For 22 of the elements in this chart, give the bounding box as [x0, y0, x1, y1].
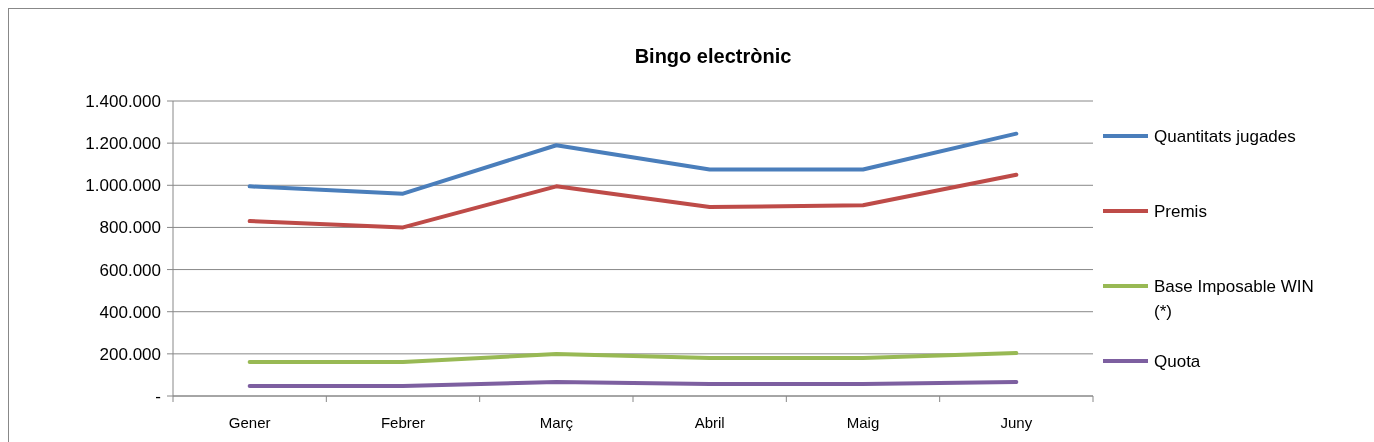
y-tick-label: 800.000 [99, 218, 161, 238]
x-tick-label: Abril [694, 414, 725, 431]
legend-label: Premis [1154, 201, 1207, 221]
chart-title: Bingo electrònic [634, 45, 792, 67]
line-series [247, 172, 1019, 230]
legend-label: Base Imposable WIN (*) [1154, 276, 1314, 321]
y-tick-label: - [155, 386, 161, 406]
x-tick-label: Maig [846, 414, 880, 431]
y-tick-label: 200.000 [99, 344, 161, 364]
x-tick-label: Febrer [380, 414, 426, 431]
y-tick-label: 1.000.000 [85, 176, 161, 196]
x-tick-label: Març [539, 414, 574, 431]
legend-label: Quantitats jugades [1154, 126, 1296, 146]
y-tick-label: 600.000 [99, 260, 161, 280]
x-tick-label: Juny [1000, 414, 1033, 431]
line-series [247, 131, 1019, 196]
x-tick-label: Gener [228, 414, 271, 431]
line-series [247, 351, 1019, 365]
y-tick-label: 1.400.000 [85, 91, 161, 111]
y-tick-label: 400.000 [99, 302, 161, 322]
y-tick-label: 1.200.000 [85, 134, 161, 154]
legend-label: Quota [1154, 351, 1201, 371]
